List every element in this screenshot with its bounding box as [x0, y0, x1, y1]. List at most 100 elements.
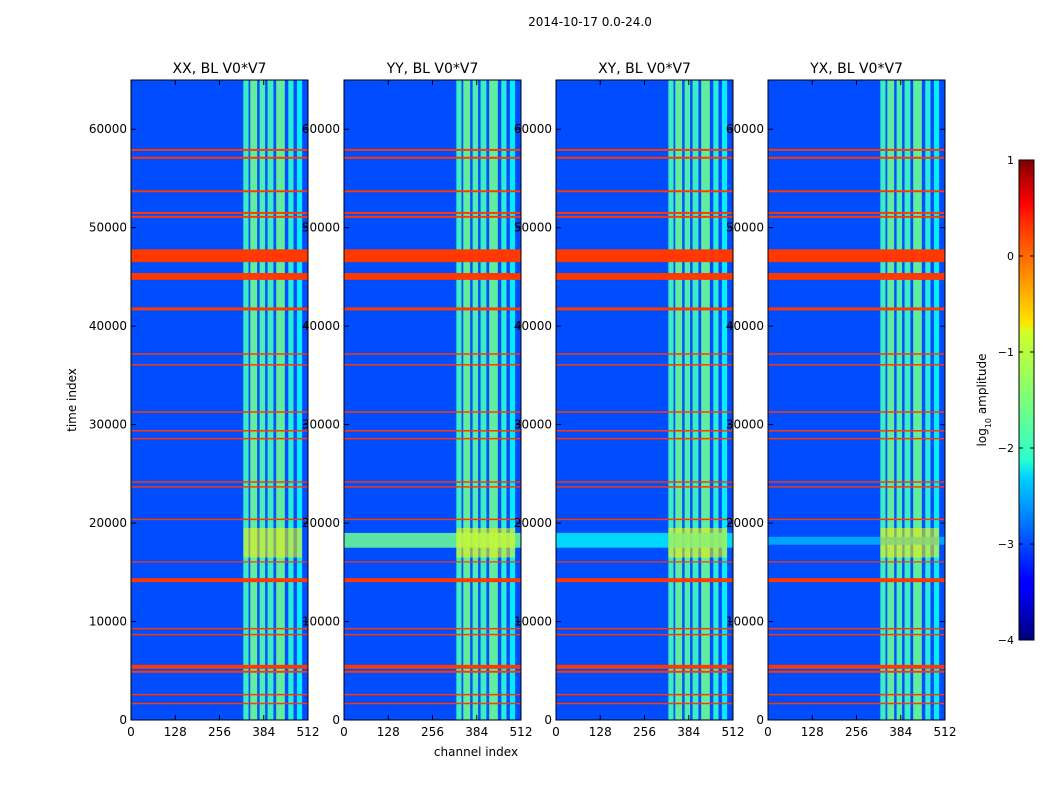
flagged-row-15: [768, 430, 945, 432]
panel-title: XX, BL V0*V7: [173, 61, 267, 77]
flagged-row-18: [768, 486, 945, 488]
panel-1: XX, BL V0*V7 0 128 256 384 512 0 10000 20000 3000…: [89, 61, 320, 739]
channel-band-5: [913, 80, 922, 720]
flagged-row-23: [556, 693, 733, 696]
flagged-row-19: [344, 518, 521, 521]
y-tick-label: 10000: [514, 615, 552, 629]
flagged-row-1: [344, 249, 521, 263]
flagged-row-7: [131, 156, 308, 159]
y-tick-label: 60000: [726, 122, 764, 136]
x-tick-label: 384: [465, 725, 488, 739]
y-tick-label: 0: [756, 713, 764, 727]
x-axis-label: channel index: [434, 745, 518, 759]
x-tick-label: 0: [127, 725, 135, 739]
flagged-row-4: [768, 664, 945, 669]
channel-band-6: [925, 80, 931, 720]
y-tick-label: 20000: [89, 516, 127, 530]
flagged-row-10: [131, 215, 308, 218]
channel-band-5: [489, 80, 498, 720]
channel-band-3: [259, 80, 266, 720]
y-tick-label: 50000: [726, 221, 764, 235]
panel-content: [556, 80, 733, 720]
colorbar-label-main: log: [975, 428, 989, 446]
panel-content: [131, 80, 308, 720]
colorbar-ticks: 1 0 −1 −2 −3 −4: [998, 154, 1034, 647]
x-tick-label: 512: [297, 725, 320, 739]
flagged-row-24: [556, 702, 733, 705]
x-tick-label: 256: [845, 725, 868, 739]
flagged-row-11: [768, 307, 945, 311]
channel-band-5: [276, 80, 285, 720]
flagged-row-13: [768, 364, 945, 366]
x-tick-label: 512: [934, 725, 957, 739]
x-tick-label: 0: [340, 725, 348, 739]
flagged-row-9: [768, 211, 945, 214]
colorbar-label-subscript: 10: [984, 418, 993, 428]
flagged-row-1: [131, 249, 308, 263]
channel-band-1: [880, 80, 886, 720]
flagged-row-24: [131, 702, 308, 705]
channel-band-6: [713, 80, 719, 720]
flagged-row-2: [344, 272, 521, 280]
x-tick-label: 128: [164, 725, 187, 739]
flagged-row-8: [768, 190, 945, 193]
flagged-row-5: [131, 670, 308, 673]
y-tick-label: 40000: [514, 319, 552, 333]
y-tick-label: 0: [332, 713, 340, 727]
colorbar-label-tail: amplitude: [975, 354, 989, 418]
panel-2: YY, BL V0*V7 0 128 256 384 512 0 10000 20000 3000…: [302, 61, 533, 739]
flagged-row-18: [131, 486, 308, 488]
flagged-row-9: [344, 211, 521, 214]
flagged-row-2: [131, 272, 308, 280]
flagged-row-3: [556, 578, 733, 583]
x-tick-label: 384: [677, 725, 700, 739]
channel-band-5: [701, 80, 710, 720]
x-tick-label: 384: [889, 725, 912, 739]
flagged-row-20: [768, 561, 945, 563]
y-tick-label: 10000: [89, 615, 127, 629]
flagged-row-7: [344, 156, 521, 159]
flagged-row-10: [768, 215, 945, 218]
flagged-row-16: [344, 437, 521, 440]
flagged-row-18: [556, 486, 733, 488]
y-tick-label: 50000: [89, 221, 127, 235]
channel-band-1: [243, 80, 249, 720]
flagged-row-20: [131, 561, 308, 563]
flagged-row-12: [556, 353, 733, 355]
y-tick-label: 20000: [514, 516, 552, 530]
flagged-row-22: [131, 633, 308, 636]
flagged-row-23: [131, 693, 308, 696]
colorbar: 10−1−2−3−4 log10 amplitude: [975, 154, 1035, 647]
flagged-row-22: [556, 633, 733, 636]
x-tick-label: 512: [722, 725, 745, 739]
channel-band-4: [267, 80, 274, 720]
rfi-region: [243, 528, 303, 558]
channel-band-2: [463, 80, 471, 720]
x-tick-label: 0: [552, 725, 560, 739]
x-tick-label: 256: [421, 725, 444, 739]
channel-band-4: [480, 80, 487, 720]
channel-band-2: [887, 80, 895, 720]
colorbar-gradient: [1018, 159, 1035, 641]
flagged-row-14: [131, 411, 308, 413]
channel-band-6: [501, 80, 507, 720]
channel-band-1: [456, 80, 462, 720]
flagged-row-8: [344, 190, 521, 193]
flagged-row-5: [768, 670, 945, 673]
panel-content: [344, 80, 521, 720]
y-tick-label: 40000: [726, 319, 764, 333]
flagged-row-11: [344, 307, 521, 311]
flagged-row-8: [556, 190, 733, 193]
y-tick-label: 60000: [514, 122, 552, 136]
y-tick-label: 50000: [302, 221, 340, 235]
channel-band-7: [933, 80, 940, 720]
y-tick-label: 60000: [89, 122, 127, 136]
flagged-row-4: [344, 664, 521, 669]
x-tick-label: 128: [801, 725, 824, 739]
flagged-row-22: [768, 633, 945, 636]
channel-band-3: [472, 80, 479, 720]
rfi-region: [880, 528, 940, 558]
flagged-row-23: [768, 693, 945, 696]
colorbar-tick-label: 0: [1007, 250, 1014, 263]
